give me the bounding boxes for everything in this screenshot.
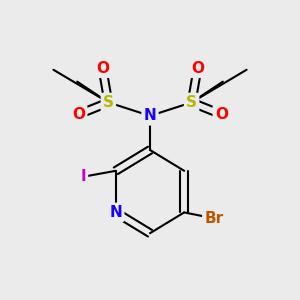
Text: S: S [186, 95, 197, 110]
Text: O: O [215, 107, 228, 122]
Text: S: S [103, 95, 114, 110]
Text: N: N [144, 108, 156, 123]
Text: O: O [96, 61, 109, 76]
Text: N: N [110, 205, 122, 220]
Text: I: I [80, 169, 86, 184]
Text: O: O [72, 107, 85, 122]
Text: Br: Br [204, 211, 224, 226]
Text: O: O [191, 61, 204, 76]
